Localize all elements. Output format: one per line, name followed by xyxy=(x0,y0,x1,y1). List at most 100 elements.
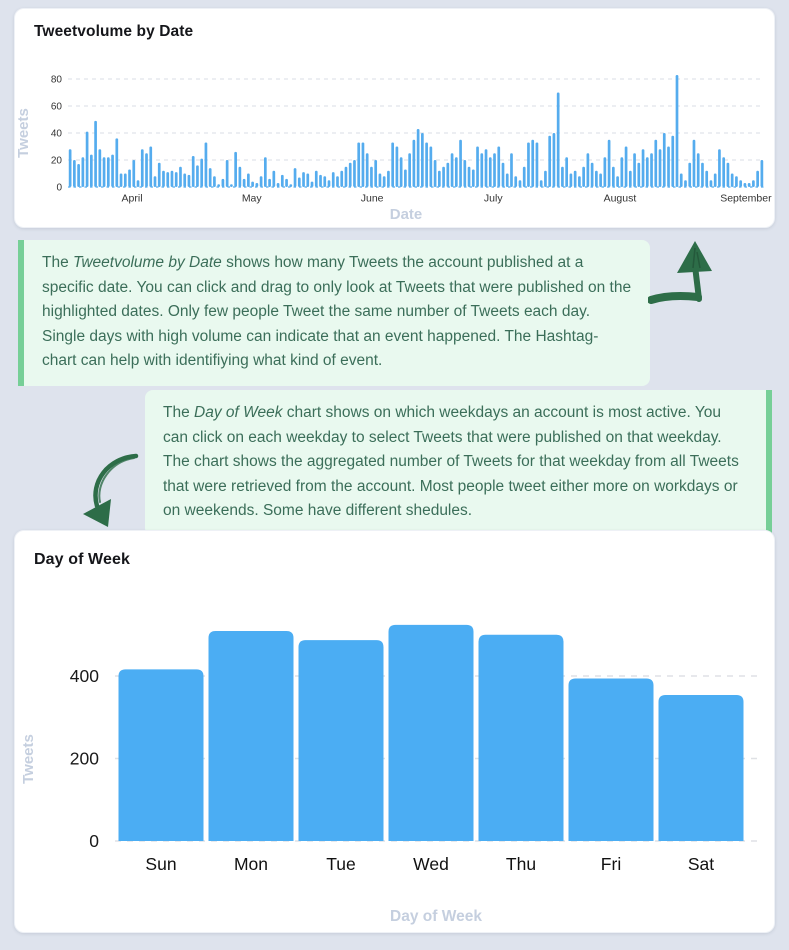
date-bar[interactable] xyxy=(170,170,174,187)
date-bar[interactable] xyxy=(620,157,624,187)
date-bar[interactable] xyxy=(128,169,131,187)
date-bar[interactable] xyxy=(157,162,161,187)
date-bar[interactable] xyxy=(493,153,496,187)
date-bar[interactable] xyxy=(132,160,136,187)
date-bar[interactable] xyxy=(310,181,314,187)
date-bar[interactable] xyxy=(111,154,114,187)
date-bar[interactable] xyxy=(437,170,441,187)
date-bar[interactable] xyxy=(688,162,692,187)
date-bar[interactable] xyxy=(348,162,352,187)
date-bar[interactable] xyxy=(735,176,738,187)
date-bar[interactable] xyxy=(535,142,539,187)
date-bar[interactable] xyxy=(760,160,764,187)
date-bar[interactable] xyxy=(718,149,721,187)
date-bar[interactable] xyxy=(628,170,632,187)
date-bar[interactable] xyxy=(238,166,242,187)
date-bar[interactable] xyxy=(756,170,759,187)
date-bar[interactable] xyxy=(183,173,187,188)
date-bar[interactable] xyxy=(336,176,339,187)
date-bar[interactable] xyxy=(463,160,467,187)
date-bar[interactable] xyxy=(208,168,212,187)
date-bar[interactable] xyxy=(153,176,157,187)
weekday-bar-tue[interactable] xyxy=(298,640,384,841)
date-bar[interactable] xyxy=(739,180,743,187)
date-bar[interactable] xyxy=(705,170,709,187)
date-bar[interactable] xyxy=(578,176,581,187)
date-bar[interactable] xyxy=(327,180,331,187)
date-bar[interactable] xyxy=(221,178,225,187)
date-bar[interactable] xyxy=(399,157,403,187)
date-bar[interactable] xyxy=(323,176,327,187)
date-bar[interactable] xyxy=(272,170,276,187)
date-bar[interactable] xyxy=(179,166,182,187)
date-bar[interactable] xyxy=(365,153,369,187)
date-bar[interactable] xyxy=(684,180,687,187)
date-bar[interactable] xyxy=(539,180,543,187)
date-bar[interactable] xyxy=(527,142,530,187)
date-bar[interactable] xyxy=(382,176,386,187)
date-bar[interactable] xyxy=(353,160,356,187)
date-bar[interactable] xyxy=(102,157,106,187)
date-bar[interactable] xyxy=(696,153,700,187)
date-bar[interactable] xyxy=(412,139,416,187)
date-bar[interactable] xyxy=(471,169,475,187)
date-bar[interactable] xyxy=(616,176,619,187)
date-bar[interactable] xyxy=(374,160,378,187)
date-bar[interactable] xyxy=(425,142,428,187)
weekday-bar-fri[interactable] xyxy=(568,678,654,841)
date-bar[interactable] xyxy=(531,139,535,187)
date-bar[interactable] xyxy=(573,170,577,187)
date-bar[interactable] xyxy=(191,155,195,187)
date-bar[interactable] xyxy=(94,120,97,187)
date-bar[interactable] xyxy=(263,157,267,187)
date-bar[interactable] xyxy=(255,182,259,187)
weekday-bar-sat[interactable] xyxy=(658,694,744,841)
date-bar[interactable] xyxy=(675,74,679,187)
date-bar[interactable] xyxy=(340,170,344,187)
date-bar[interactable] xyxy=(289,184,293,187)
date-bar[interactable] xyxy=(196,165,199,187)
date-bar[interactable] xyxy=(476,146,479,188)
weekday-bar-thu[interactable] xyxy=(478,634,564,841)
date-bar[interactable] xyxy=(276,182,280,187)
date-bar[interactable] xyxy=(701,162,704,187)
date-bar[interactable] xyxy=(391,142,395,187)
date-bar[interactable] xyxy=(679,173,683,188)
date-bar[interactable] xyxy=(709,180,713,187)
date-bar[interactable] xyxy=(174,172,178,187)
date-bar[interactable] xyxy=(145,153,148,187)
date-bar[interactable] xyxy=(85,131,89,187)
date-bar[interactable] xyxy=(747,182,751,187)
date-bar[interactable] xyxy=(81,157,85,187)
date-bar[interactable] xyxy=(404,169,407,187)
date-bar[interactable] xyxy=(166,172,170,187)
date-bar[interactable] xyxy=(692,139,696,187)
date-bar[interactable] xyxy=(77,164,80,187)
date-bar[interactable] xyxy=(544,170,547,187)
date-bar[interactable] xyxy=(106,157,110,187)
date-bar[interactable] xyxy=(446,162,450,187)
date-bar[interactable] xyxy=(73,160,76,187)
date-bar[interactable] xyxy=(713,173,717,188)
date-bar[interactable] xyxy=(297,177,301,187)
date-bar[interactable] xyxy=(293,168,297,187)
date-bar[interactable] xyxy=(624,146,628,188)
date-bar[interactable] xyxy=(115,138,119,187)
date-bar[interactable] xyxy=(595,170,598,187)
date-bar[interactable] xyxy=(599,173,602,188)
date-bar[interactable] xyxy=(743,182,747,187)
date-bar[interactable] xyxy=(522,166,526,187)
date-bar[interactable] xyxy=(98,149,102,187)
weekday-bar-sun[interactable] xyxy=(118,669,204,841)
date-bar[interactable] xyxy=(459,139,462,187)
date-bar[interactable] xyxy=(510,153,513,187)
date-bar[interactable] xyxy=(484,149,488,187)
date-bar[interactable] xyxy=(68,149,72,187)
date-bar[interactable] xyxy=(395,146,399,188)
date-bar[interactable] xyxy=(671,135,675,187)
date-bar[interactable] xyxy=(242,178,246,187)
date-bar[interactable] xyxy=(331,172,335,187)
date-bar[interactable] xyxy=(658,149,662,187)
date-bar[interactable] xyxy=(662,133,666,187)
date-bar[interactable] xyxy=(149,146,153,188)
